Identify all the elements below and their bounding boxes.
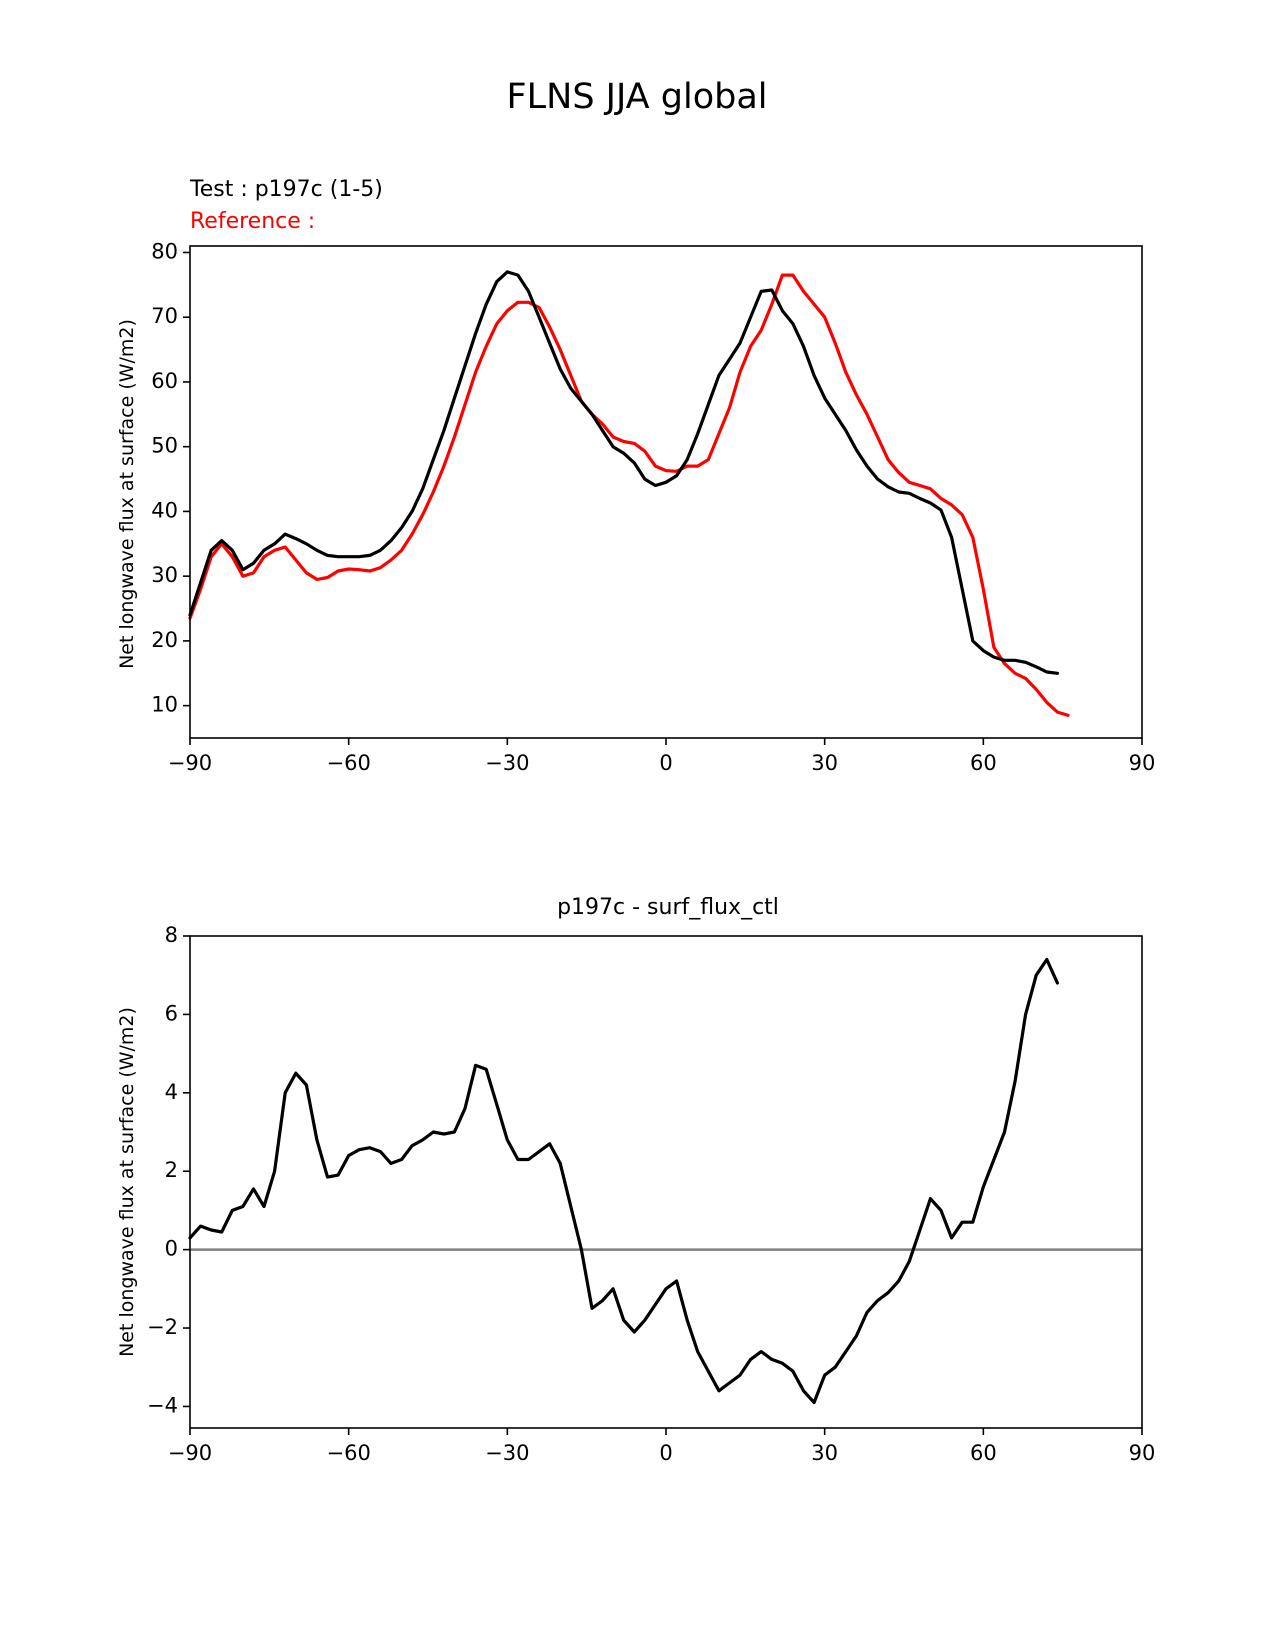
- x-tick-label: 60: [970, 1441, 997, 1465]
- x-tick-label: 0: [659, 1441, 672, 1465]
- y-tick-label: 0: [165, 1237, 178, 1261]
- x-tick-label: −30: [485, 1441, 529, 1465]
- x-tick-label: 90: [1129, 751, 1156, 775]
- y-tick-label: 20: [151, 628, 178, 652]
- series-line-p197c-surf-flux-ctl: [188, 957, 1059, 1405]
- y-tick-label: 6: [165, 1001, 178, 1025]
- top-y-axis-label: Net longwave flux at surface (W/m2): [116, 319, 138, 669]
- x-tick-label: −60: [327, 1441, 371, 1465]
- top-panel: Test : p197c (1-5) Reference : Net longw…: [116, 177, 1155, 775]
- y-tick-label: 70: [151, 304, 178, 328]
- y-tick-label: 60: [151, 369, 178, 393]
- bottom-y-axis-label: Net longwave flux at surface (W/m2): [116, 1007, 138, 1357]
- y-tick-label: 8: [165, 923, 178, 947]
- bottom-panel: p197c - surf_flux_ctl Net longwave flux …: [116, 895, 1155, 1465]
- x-tick-label: −90: [168, 751, 212, 775]
- y-tick-label: 2: [165, 1158, 178, 1182]
- x-tick-label: 30: [811, 1441, 838, 1465]
- y-tick-label: 30: [151, 563, 178, 587]
- top-plot-area: −90 −60 −30 0 30 60 90 10 20 30 40 50 60 70 80: [151, 239, 1155, 775]
- series-line-test: [188, 270, 1059, 675]
- x-tick-label: 30: [811, 751, 838, 775]
- x-tick-label: −90: [168, 1441, 212, 1465]
- figure-suptitle: FLNS JJA global: [507, 77, 768, 117]
- y-tick-label: −2: [147, 1315, 178, 1339]
- reference-label: Reference :: [190, 209, 315, 234]
- y-tick-label: 4: [165, 1080, 178, 1104]
- x-tick-label: 0: [659, 751, 672, 775]
- y-tick-label: −4: [147, 1393, 178, 1417]
- x-tick-label: −30: [485, 751, 529, 775]
- bottom-plot-area: −90 −60 −30 0 30 60 90 −4 −2 0 2 4 6 8: [147, 923, 1155, 1465]
- y-tick-label: 10: [151, 693, 178, 717]
- bottom-chart-title: p197c - surf_flux_ctl: [557, 895, 779, 920]
- y-tick-label: 50: [151, 434, 178, 458]
- x-tick-label: 60: [970, 751, 997, 775]
- series-line-reference: [188, 273, 1070, 717]
- x-tick-label: −60: [327, 751, 371, 775]
- test-label: Test : p197c (1-5): [189, 177, 383, 202]
- y-tick-label: 40: [151, 498, 178, 522]
- y-tick-label: 80: [151, 239, 178, 263]
- x-tick-label: 90: [1129, 1441, 1156, 1465]
